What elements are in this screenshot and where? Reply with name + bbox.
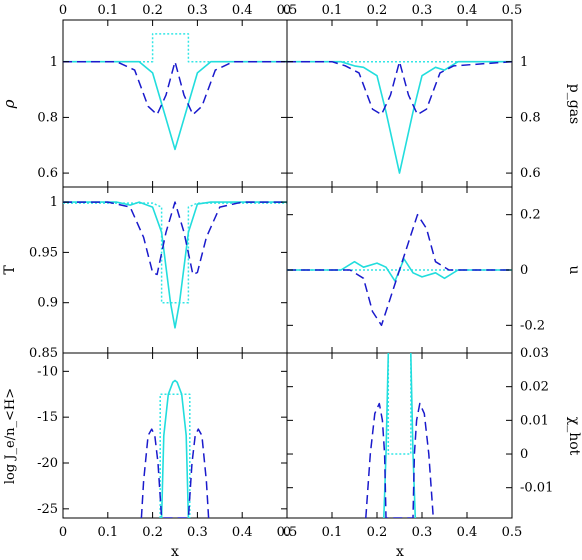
panel-chi-hot-ytick-label: 0.02 <box>520 380 549 395</box>
panel-chi-hot-series-dotted <box>387 353 412 455</box>
panel-rho-xtick-label: 0.2 <box>142 3 163 18</box>
panel-emissivity-xtick-label: 0 <box>59 525 67 540</box>
panel-emissivity-series-dashed <box>140 428 210 518</box>
panel-rho-xtick-label: 0.1 <box>97 3 118 18</box>
panel-pgas-series-dashed <box>287 60 512 116</box>
panel-chi-hot-xtick-label: 0.5 <box>502 525 523 540</box>
panel-rho-xtick-label: 0.4 <box>232 3 253 18</box>
panel-rho-xtick-label: 0.5 <box>277 3 298 18</box>
panel-emissivity-xtick-label: 0.1 <box>97 525 118 540</box>
panel-chi-hot-xlabel: x <box>396 544 404 560</box>
panel-emissivity-xtick-label: 0.3 <box>187 525 208 540</box>
panel-velocity-series <box>287 213 512 327</box>
panel-velocity-series-dashed <box>287 213 512 327</box>
panel-emissivity: 0 0.1 0.2 0.3 0.4 0.5 -25 -20 -15 -10 log J_e/n_<… <box>3 352 297 560</box>
panel-pgas-series <box>287 60 512 174</box>
panel-rho-ylabel: ρ <box>0 99 18 109</box>
panel-pgas-xtick-label: 0.4 <box>457 3 478 18</box>
panel-rho: 0 0.1 0.2 0.3 0.4 0.5 0.6 0.8 1 ρ <box>0 3 297 188</box>
panel-emissivity-ytick-label: -15 <box>37 410 58 425</box>
panel-velocity-ytick-label: -0.2 <box>520 318 545 333</box>
panel-emissivity-series <box>140 379 210 518</box>
panel-velocity: -0.2 0 0.2 u <box>286 186 582 354</box>
panel-emissivity-ticks: 0 0.1 0.2 0.3 0.4 0.5 -25 -20 -15 -10 <box>37 353 297 540</box>
panel-pgas-xtick-label: 0.1 <box>322 3 343 18</box>
panel-rho-ticks: 0 0.1 0.2 0.3 0.4 0.5 0.6 0.8 1 <box>37 3 297 187</box>
panel-pgas-ytick-label: 0.6 <box>520 166 541 181</box>
panel-rho-xtick-label: 0 <box>59 3 67 18</box>
panel-emissivity-xlabel: x <box>171 544 179 560</box>
panel-temperature-series <box>63 201 287 329</box>
panel-pgas-frame <box>286 19 513 188</box>
panel-rho-ytick-label: 1 <box>50 55 58 70</box>
panel-pgas-xtick-label: 0.5 <box>502 3 523 18</box>
panel-pgas-xtick-label: 0.2 <box>367 3 388 18</box>
panel-emissivity-ytick-label: -20 <box>37 456 58 471</box>
panel-chi-hot-xtick-label: 0.1 <box>322 525 343 540</box>
panel-velocity-ytick-label: 0 <box>520 263 528 278</box>
panel-temperature-ytick-label: 0.85 <box>29 346 58 361</box>
panel-rho-ytick-label: 0.6 <box>37 166 58 181</box>
panel-velocity-ytick-label: 0.2 <box>520 208 541 223</box>
panel-chi-hot-series-solid <box>383 353 417 518</box>
panel-velocity-ticks: -0.2 0 0.2 <box>286 187 545 353</box>
panel-temperature-series-dotted <box>63 202 287 304</box>
panel-pgas-xtick-label: 0 <box>283 3 291 18</box>
panel-chi-hot-xtick-label: 0.2 <box>367 525 388 540</box>
panel-temperature-ytick-label: 0.95 <box>29 245 58 260</box>
panel-pgas-ylabel: p_gas <box>566 84 582 124</box>
panel-chi-hot-xtick-label: 0.4 <box>457 525 478 540</box>
panel-temperature-ytick-label: 1 <box>50 195 58 210</box>
panel-chi-hot-xtick-label: 0 <box>283 525 291 540</box>
panel-pgas-ticks: 0 0.1 0.2 0.3 0.4 0.5 0.6 0.8 1 <box>283 3 541 187</box>
panel-emissivity-frame <box>62 352 288 519</box>
panel-emissivity-ytick-label: -25 <box>37 502 58 517</box>
panel-temperature-ticks: 0.85 0.9 0.95 1 <box>29 187 288 361</box>
panel-rho-xtick-label: 0.3 <box>187 3 208 18</box>
panel-emissivity-series-solid <box>160 379 190 518</box>
panel-rho-series-dashed <box>63 60 287 116</box>
panel-rho-ytick-label: 0.8 <box>37 110 58 125</box>
panel-pgas-ytick-label: 0.8 <box>520 110 541 125</box>
panel-emissivity-ylabel: log J_e/n_<H> <box>3 388 18 484</box>
panel-temperature: 0.85 0.9 0.95 1 T <box>2 186 288 361</box>
panel-rho-series-dotted <box>63 33 287 63</box>
panel-chi-hot-ytick-label: 0.03 <box>520 346 549 361</box>
panel-emissivity-ytick-label: -10 <box>37 364 58 379</box>
panel-emissivity-series-dotted <box>159 393 191 518</box>
panel-chi-hot-ylabel: χ_hot <box>566 417 582 456</box>
panel-temperature-ytick-label: 0.9 <box>37 296 58 311</box>
panel-rho-series-solid <box>63 60 287 151</box>
panel-emissivity-xtick-label: 0.4 <box>232 525 253 540</box>
panel-velocity-ylabel: u <box>566 265 582 274</box>
panel-pgas-xtick-label: 0.3 <box>412 3 433 18</box>
panel-temperature-series-solid <box>63 201 287 329</box>
panel-chi-hot-ticks: 0 0.1 0.2 0.3 0.4 0.5 -0.01 0 0.01 0.02 0.03 <box>283 346 553 540</box>
panel-chi-hot-ytick-label: 0 <box>520 447 528 462</box>
panel-pgas: 0 0.1 0.2 0.3 0.4 0.5 0.6 0.8 1 p_gas <box>283 3 582 188</box>
panel-chi-hot-xtick-label: 0.3 <box>412 525 433 540</box>
panel-temperature-ylabel: T <box>2 265 18 275</box>
panel-chi-hot-ytick-label: 0.01 <box>520 413 549 428</box>
panel-emissivity-xtick-label: 0.2 <box>142 525 163 540</box>
panel-chi-hot-frame <box>286 352 513 519</box>
panel-pgas-ytick-label: 1 <box>520 55 528 70</box>
panel-rho-frame <box>62 19 288 188</box>
panel-rho-series <box>63 33 287 151</box>
panel-chi-hot: 0 0.1 0.2 0.3 0.4 0.5 -0.01 0 0.01 0.02 0.03 χ_hot… <box>283 346 582 560</box>
panel-chi-hot-ytick-label: -0.01 <box>520 481 553 496</box>
panel-chi-hot-series-dashed <box>365 402 435 518</box>
panel-emissivity-xtick-label: 0.5 <box>277 525 298 540</box>
panel-chi-hot-series <box>365 353 435 518</box>
panel-temperature-series-dashed <box>63 201 287 276</box>
panel-pgas-series-solid <box>287 60 512 174</box>
